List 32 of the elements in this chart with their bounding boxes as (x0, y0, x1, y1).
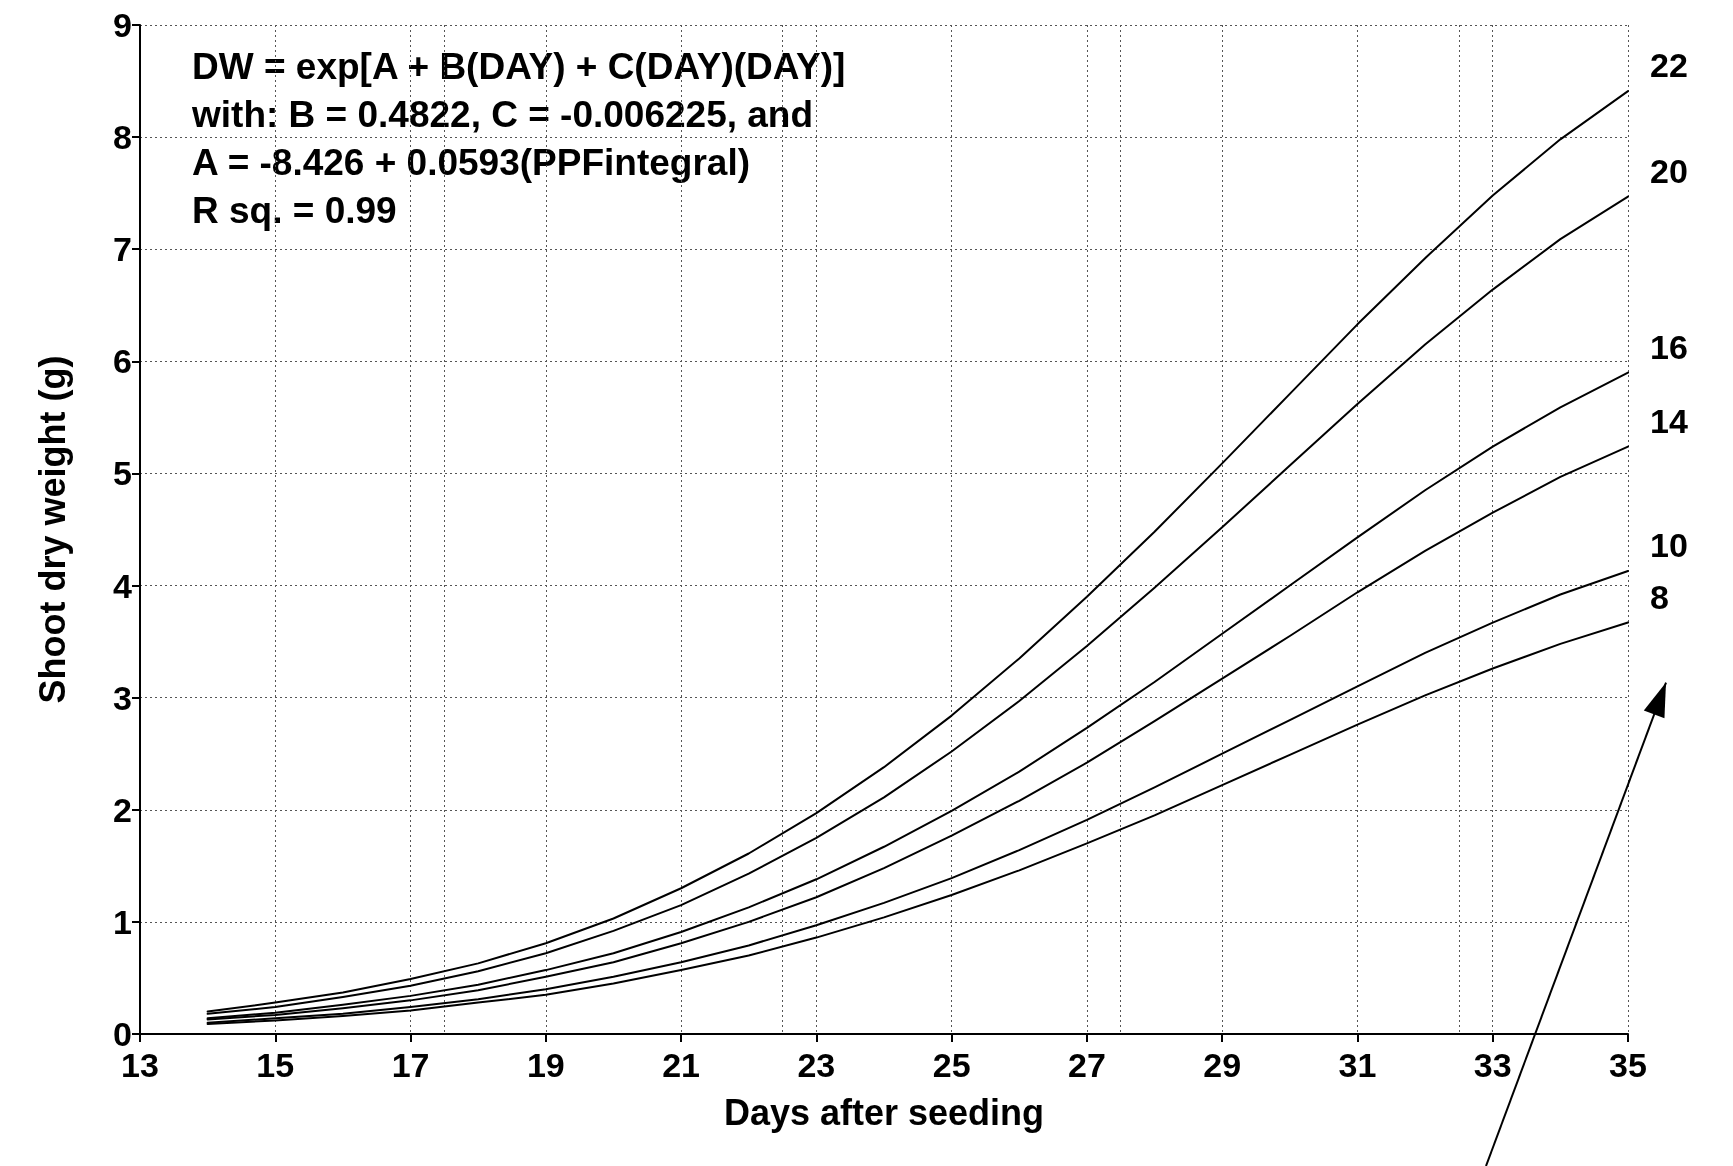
x-tick-label: 19 (526, 1046, 565, 1084)
y-tick-label: 4 (113, 566, 133, 605)
x-tick-label: 31 (1338, 1046, 1377, 1084)
y-tick-label: 8 (113, 118, 132, 157)
y-tick-label: 1 (113, 902, 132, 941)
y-tick-label: 9 (113, 6, 132, 44)
x-tick-label: 33 (1473, 1046, 1512, 1084)
x-axis-title: Days after seeding (723, 1091, 1045, 1133)
series-label: 16 (1650, 327, 1688, 366)
series-label: 22 (1650, 46, 1688, 85)
x-tick-label: 21 (662, 1046, 700, 1084)
series-label: 14 (1650, 401, 1688, 440)
x-tick-label: 23 (797, 1046, 836, 1084)
y-tick-label: 5 (113, 454, 132, 493)
x-tick-label: 25 (932, 1046, 971, 1084)
x-tick-label: 27 (1067, 1046, 1106, 1084)
x-tick-label: 15 (256, 1046, 295, 1084)
x-tick-label: 35 (1609, 1046, 1647, 1084)
y-axis-title: Shoot dry weight (g) (31, 355, 73, 704)
annotation: A = -8.426 + 0.0593(PPFintegral) (192, 142, 750, 183)
series-label: 10 (1650, 525, 1688, 564)
y-tick-label: 2 (113, 790, 132, 829)
annotation: with: B = 0.4822, C = -0.006225, and (191, 94, 814, 135)
x-tick-label: 17 (391, 1046, 430, 1084)
annotation: DW = exp[A + B(DAY) + C(DAY)(DAY)] (192, 46, 846, 87)
series-label: 20 (1650, 151, 1688, 190)
annotation: R sq. = 0.99 (192, 190, 397, 231)
x-tick-label: 29 (1203, 1046, 1242, 1084)
y-tick-label: 6 (113, 342, 132, 381)
y-tick-label: 7 (113, 230, 132, 269)
y-tick-label: 3 (113, 678, 132, 717)
series-label: 8 (1650, 577, 1669, 616)
